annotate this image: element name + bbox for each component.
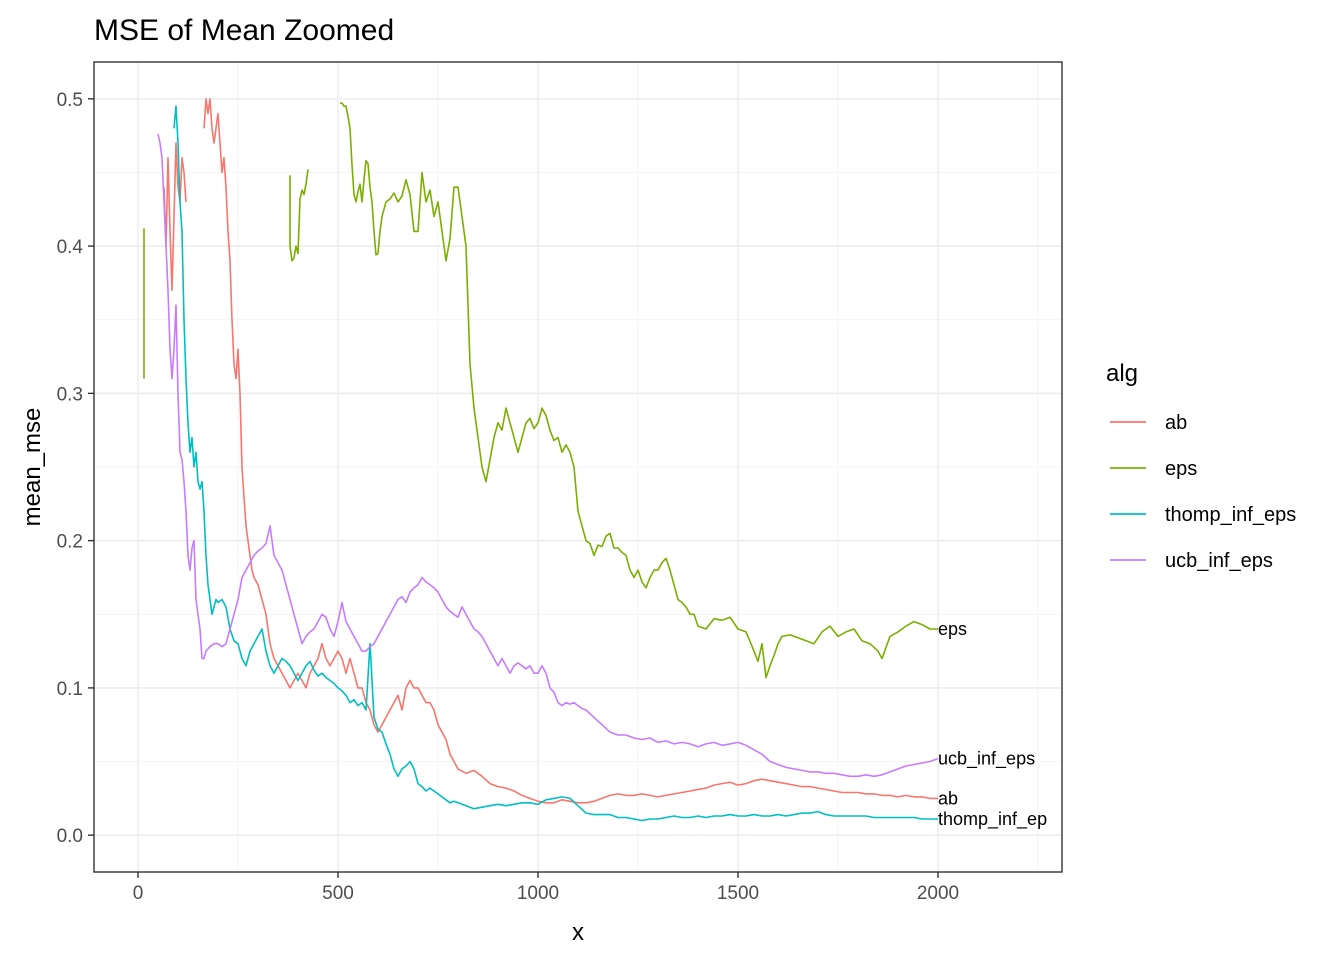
- series-line-eps: [340, 102, 938, 679]
- legend-label-ucb-inf-eps: ucb_inf_eps: [1165, 550, 1273, 572]
- x-tick-label: 1000: [517, 883, 559, 904]
- y-axis-title: mean_mse: [19, 408, 46, 527]
- legend-label-ab: ab: [1165, 412, 1187, 434]
- series-line-eps: [289, 169, 309, 262]
- series-line-thomp-inf-eps: [173, 105, 938, 822]
- series-line-ab: [203, 98, 938, 804]
- y-axis-ticks: 0.0 0.1 0.2 0.3 0.4 0.5: [57, 90, 94, 847]
- major-gridlines: [94, 62, 1062, 872]
- y-tick-label: 0.5: [57, 90, 83, 111]
- end-label-ucb-inf-eps: ucb_inf_eps: [938, 749, 1035, 770]
- legend-title: alg: [1106, 360, 1138, 387]
- end-label-eps: eps: [938, 619, 967, 639]
- legend: alg ab eps thomp_inf_eps ucb_inf_eps: [1106, 360, 1296, 572]
- x-tick-label: 500: [322, 883, 354, 904]
- y-tick-label: 0.0: [57, 826, 83, 847]
- legend-label-thomp-inf-eps: thomp_inf_eps: [1165, 504, 1296, 526]
- series-lines: [143, 98, 939, 822]
- x-tick-label: 0: [133, 883, 144, 904]
- series-end-labels: ab eps thomp_inf_ep ucb_inf_eps: [938, 619, 1047, 830]
- series-line-ucb-inf-eps: [157, 134, 939, 778]
- x-axis-title: x: [572, 919, 584, 946]
- y-tick-label: 0.2: [57, 532, 83, 553]
- minor-gridlines: [94, 62, 1062, 872]
- x-tick-label: 1500: [717, 883, 759, 904]
- y-tick-label: 0.4: [57, 237, 84, 258]
- x-tick-label: 2000: [917, 883, 959, 904]
- y-tick-label: 0.3: [57, 384, 83, 405]
- end-label-thomp-inf-eps: thomp_inf_ep: [938, 809, 1047, 830]
- y-tick-label: 0.1: [57, 679, 83, 700]
- end-label-ab: ab: [938, 788, 958, 808]
- series-line-ab: [163, 142, 187, 292]
- x-axis-ticks: 0 500 1000 1500 2000: [133, 872, 959, 904]
- plot-panel-border: [93, 61, 1063, 873]
- legend-label-eps: eps: [1165, 458, 1197, 480]
- chart-title: MSE of Mean Zoomed: [94, 14, 394, 47]
